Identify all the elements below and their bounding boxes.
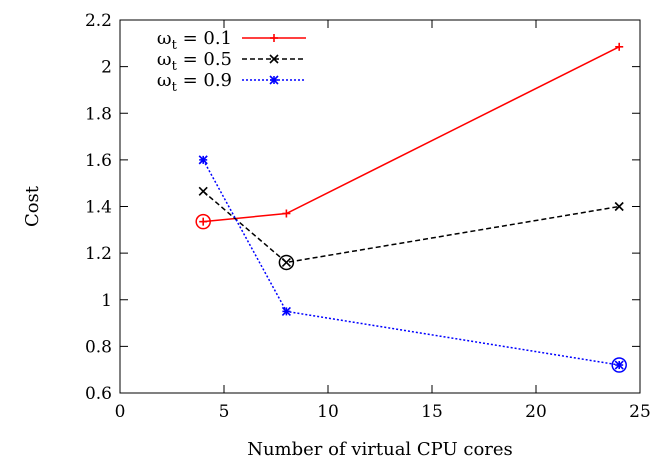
y-axis-title: Cost [22, 185, 43, 227]
series-2 [198, 155, 627, 373]
optimal-point-circle [611, 357, 627, 373]
marker-stroke [269, 75, 279, 85]
y-tick-label: 0.8 [85, 337, 112, 357]
data-point [282, 209, 291, 218]
optimal-point-circle [278, 254, 295, 271]
legend-label: ωt = 0.1 [157, 28, 232, 53]
y-tick-label: 1.4 [85, 198, 112, 218]
data-point [198, 186, 208, 196]
legend-item-1: ωt = 0.5 [157, 49, 306, 74]
legend-label: ωt = 0.9 [157, 70, 232, 95]
series-0 [195, 42, 624, 230]
optimal-point-circle [195, 213, 211, 230]
series-1 [198, 186, 624, 271]
marker-stroke [281, 306, 291, 316]
data-point [269, 75, 279, 85]
series-line [203, 46, 620, 223]
data-point [281, 306, 291, 316]
data-point [615, 42, 624, 51]
marker-stroke [269, 54, 279, 64]
axis-ticks: 0 5 10 15 20 25 0.6 0.8 1 1.2 1.4 1.6 1.8 2 2.2 [85, 11, 651, 422]
legend-item-0: ωt = 0.1 [157, 28, 306, 53]
x-tick-label: 15 [421, 402, 443, 422]
y-tick-label: 2 [101, 58, 112, 78]
x-tick-label: 20 [525, 402, 547, 422]
marker-stroke [281, 257, 291, 268]
series-group [195, 42, 627, 373]
y-tick-label: 1.2 [85, 244, 112, 264]
data-point [614, 201, 624, 212]
x-axis-title: Number of virtual CPU cores [247, 439, 513, 460]
y-tick-label: 0.6 [85, 384, 112, 404]
marker-stroke [614, 360, 624, 370]
legend-item-2: ωt = 0.9 [157, 70, 306, 95]
series-line [202, 159, 620, 366]
x-tick-label: 25 [629, 402, 651, 422]
marker-stroke [614, 201, 624, 212]
data-point [614, 360, 624, 370]
data-point [281, 257, 291, 268]
legend: ωt = 0.1ωt = 0.5ωt = 0.9 [157, 28, 306, 95]
x-tick-label: 5 [219, 402, 230, 422]
y-tick-label: 2.2 [85, 11, 112, 31]
data-point [198, 155, 208, 165]
x-tick-label: 0 [115, 402, 126, 422]
marker-stroke [198, 155, 208, 165]
series-line [202, 190, 620, 264]
y-tick-label: 1 [101, 291, 112, 311]
marker-stroke [198, 186, 208, 196]
y-tick-label: 1.6 [85, 151, 112, 171]
legend-label: ωt = 0.5 [157, 49, 232, 74]
y-tick-label: 1.8 [85, 104, 112, 124]
data-point [270, 34, 278, 42]
data-point [269, 54, 279, 64]
data-point [199, 217, 208, 226]
x-tick-label: 10 [317, 402, 339, 422]
